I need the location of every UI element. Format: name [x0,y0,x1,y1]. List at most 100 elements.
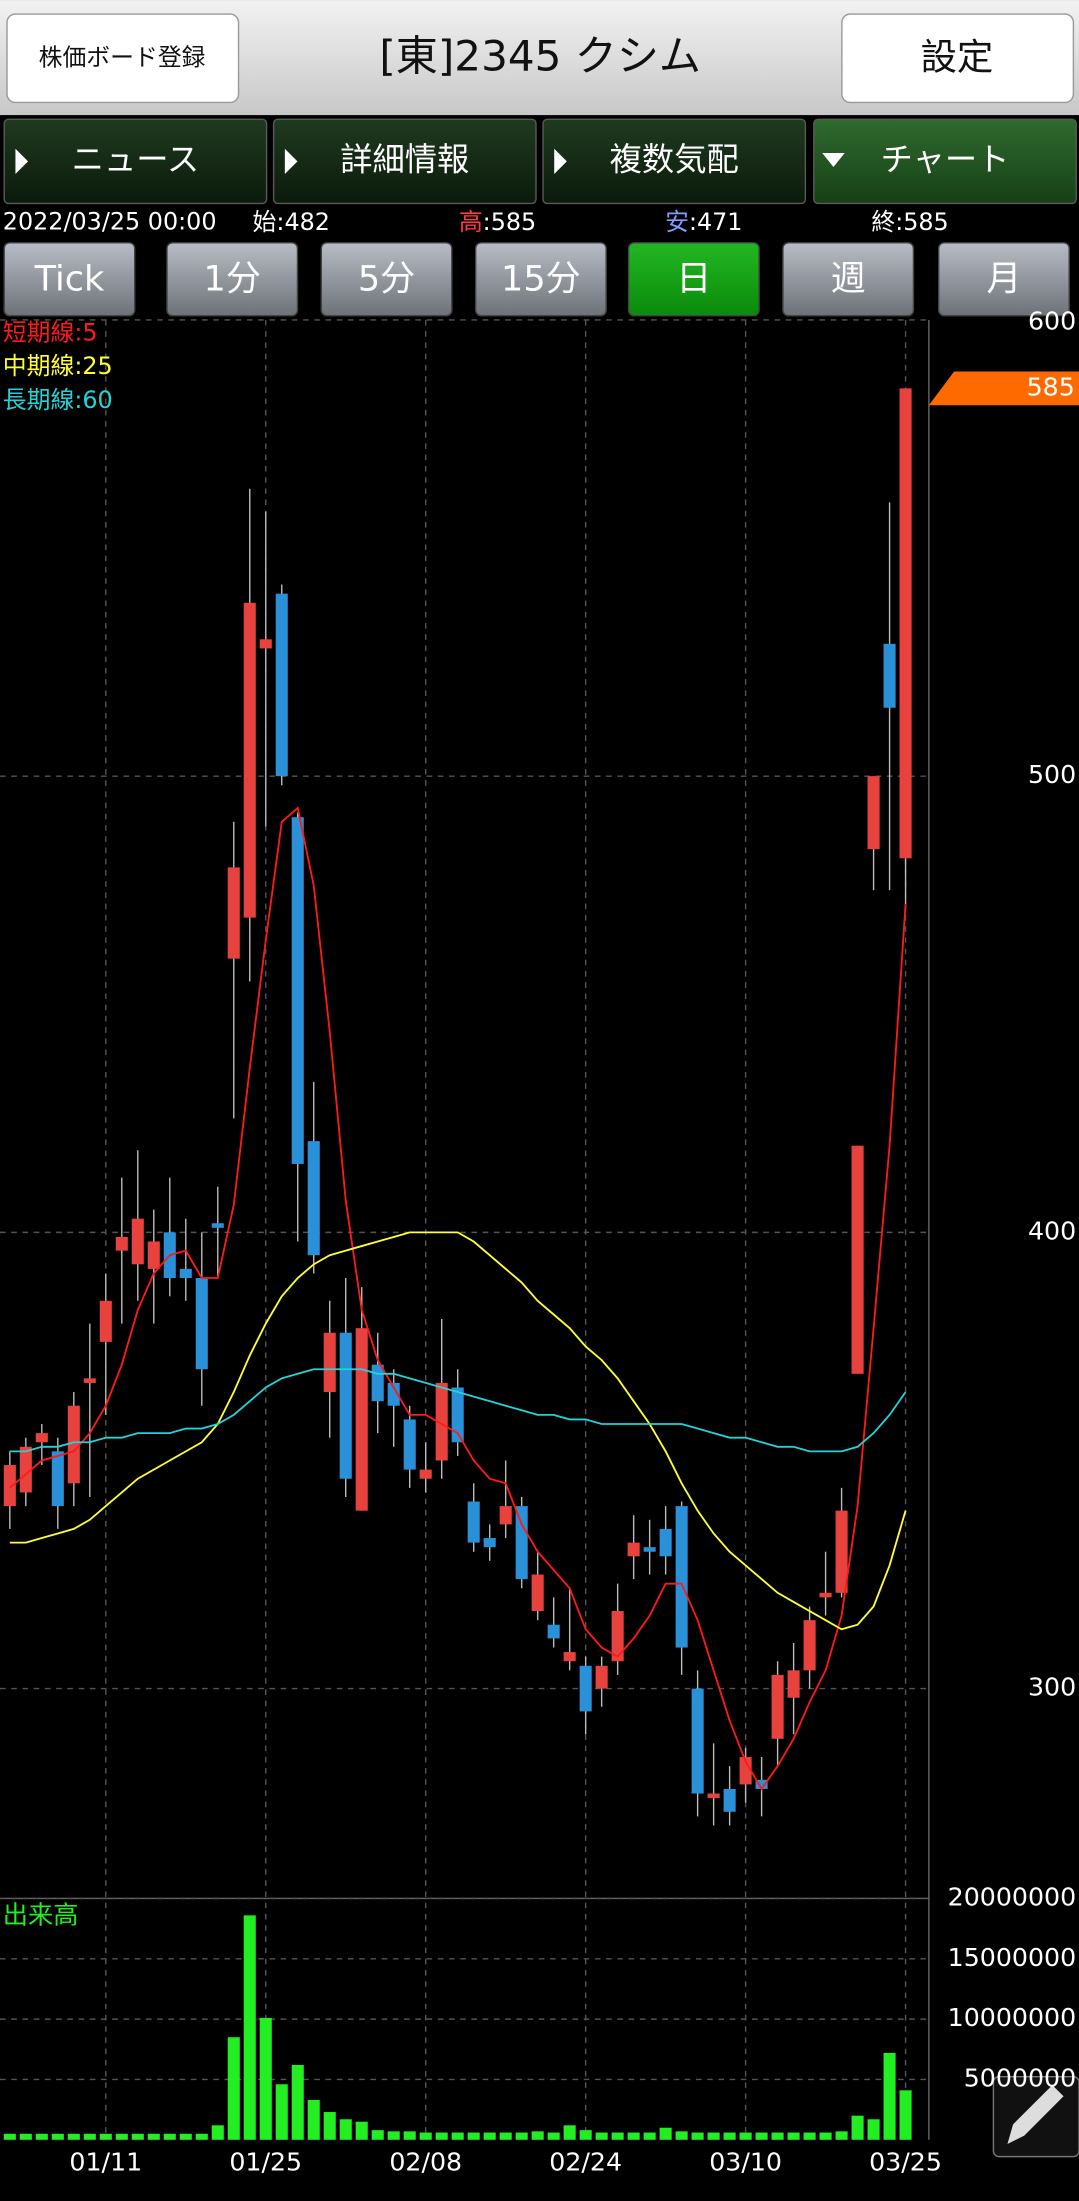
candle-body [899,388,912,859]
tab-button[interactable] [272,118,537,205]
period-button[interactable] [782,242,915,317]
volume-bar [35,2133,48,2140]
play-icon[interactable] [284,148,298,175]
period-label[interactable]: 月 [986,259,1021,300]
summary-label: 安 [665,208,689,236]
candle-body [675,1506,688,1648]
volume-bar [803,2132,816,2140]
volume-bar [147,2133,160,2140]
candle-body [195,1277,208,1370]
volume-bar [723,2132,736,2140]
summary-value: :585 [483,208,537,236]
volume-bar [595,2132,608,2140]
volume-bar [371,2130,384,2140]
tab-label[interactable]: 複数気配 [610,140,739,178]
summary-item: 高:585 [459,208,536,236]
candle-body [339,1332,352,1479]
candle-body [851,1145,864,1374]
period-button[interactable] [937,242,1070,317]
y-tick-label: 300 [1028,1673,1076,1702]
candle-body [371,1364,384,1402]
volume-bar [691,2132,704,2140]
candle-body [835,1510,848,1593]
legend-entry: 短期線:5 [3,318,98,346]
candle-body [19,1446,32,1493]
summary-label: 終 [871,208,895,236]
period-label[interactable]: 1分 [204,259,261,300]
volume-bar [387,2131,400,2140]
candle-body [755,1779,768,1789]
period-button[interactable] [166,242,299,317]
volume-bar [899,2090,912,2140]
tab-button[interactable] [813,118,1077,205]
moving-average-line [9,1368,907,1453]
candle-body [179,1268,192,1278]
candle-body [739,1757,752,1785]
candle-body [115,1236,128,1251]
candle-body [323,1332,336,1393]
volume-bar [467,2132,480,2140]
tab-label[interactable]: ニュース [72,140,199,178]
volume-bar [67,2133,80,2140]
period-label[interactable]: 15分 [501,259,581,300]
pencil-icon[interactable] [1007,2085,1064,2145]
period-button[interactable] [3,242,136,317]
candle-body [387,1382,400,1406]
play-icon[interactable] [554,148,567,175]
legend-entry: 中期線:25 [3,352,113,380]
candle-body [227,867,240,959]
volume-bar [515,2132,528,2140]
summary-label: 始 [253,208,277,236]
candle-body [67,1405,80,1484]
y-tick-label: 5000000 [964,2063,1076,2092]
tab-button[interactable] [3,118,268,205]
period-button[interactable] [320,242,453,317]
candle-body [595,1665,608,1689]
summary-item: 安:471 [665,208,742,236]
candle-body [99,1300,112,1342]
volume-bar [227,2037,240,2140]
candle-body [883,643,896,708]
tab-label[interactable]: 詳細情報 [340,140,469,178]
candle-body [131,1218,144,1265]
tab-label[interactable]: チャート [881,140,1010,178]
volume-bar [659,2127,672,2140]
candle-body [419,1469,432,1479]
volume-bar [707,2132,720,2140]
candle-body [867,776,880,850]
candle-body [403,1419,416,1470]
volume-bar [787,2132,800,2140]
dropdown-icon[interactable] [822,152,845,168]
volume-bar [627,2132,640,2140]
settings-button[interactable] [841,13,1075,104]
period-label[interactable]: 週 [831,259,866,300]
volume-bar [547,2132,560,2140]
candle-body [35,1433,48,1443]
register-button[interactable] [6,13,240,104]
volume-bar [19,2133,32,2140]
candle-body [451,1387,464,1443]
candle-body [643,1547,656,1552]
volume-bar [483,2132,496,2140]
period-label[interactable]: Tick [34,259,105,300]
candle-body [3,1465,16,1507]
period-button[interactable] [474,242,607,317]
period-label[interactable]: 日 [676,259,711,300]
register-label[interactable]: 株価ボード登録 [39,43,206,71]
play-icon[interactable] [15,148,29,175]
candle-body [515,1506,528,1580]
summary-datetime: 2022/03/25 00:00 [3,208,217,236]
tab-button[interactable] [542,118,807,205]
volume-bar [51,2133,64,2140]
volume-bar [755,2132,768,2140]
last-price-marker [928,371,1079,406]
settings-label[interactable]: 設定 [920,35,993,78]
period-button[interactable] [627,242,760,317]
volume-bar [739,2132,752,2140]
candle-body [467,1501,480,1543]
period-label[interactable]: 5分 [358,259,415,300]
volume-bar [579,2130,592,2140]
candle-body [83,1378,96,1383]
volume-bar [179,2133,192,2140]
